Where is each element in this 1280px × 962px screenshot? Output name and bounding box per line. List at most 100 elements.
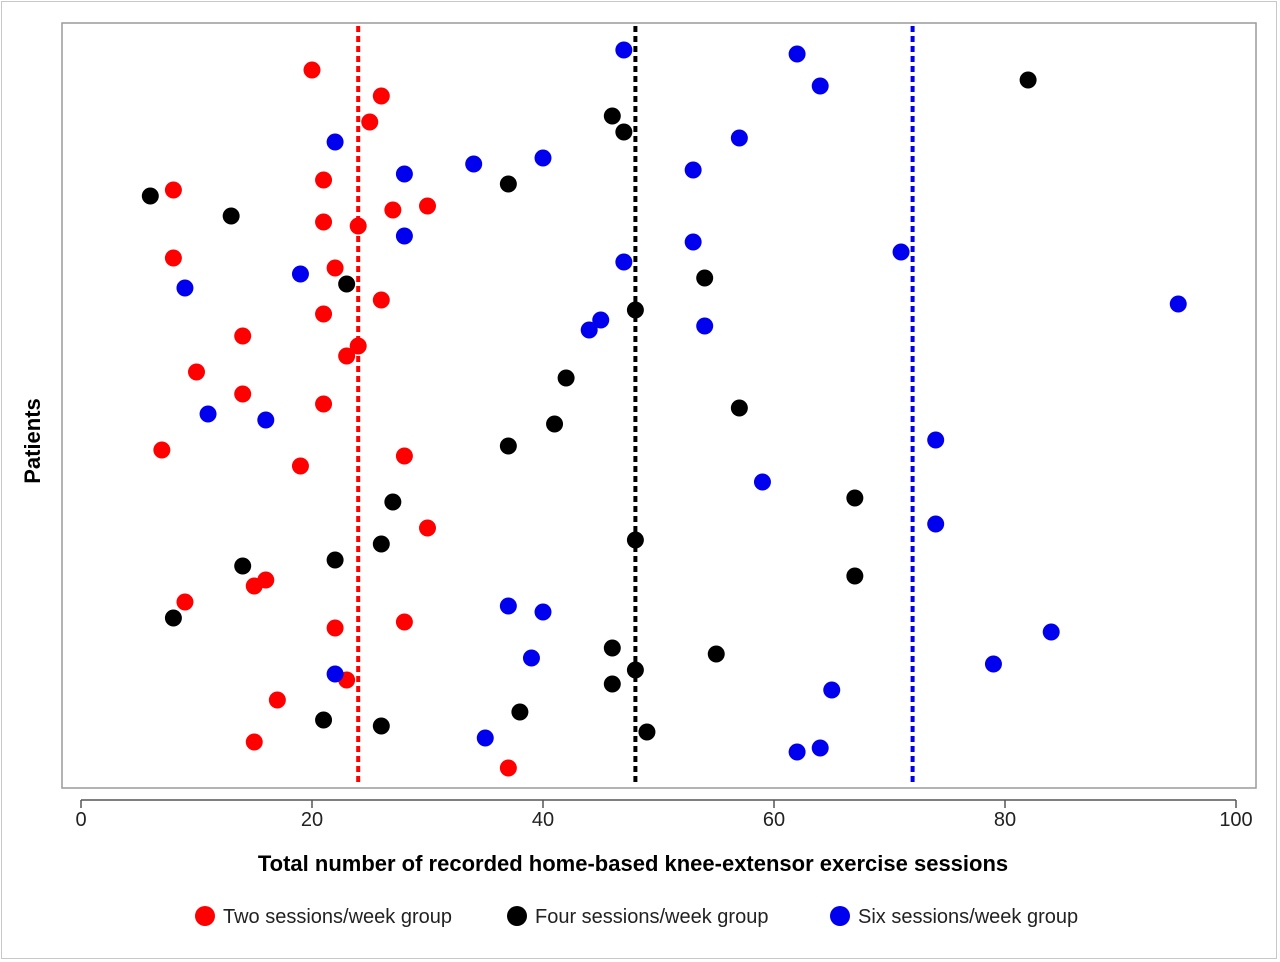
- data-point-series-3: [534, 149, 552, 167]
- data-point-series-3: [823, 681, 841, 699]
- data-point-series-2: [326, 551, 344, 569]
- data-point-series-3: [927, 515, 945, 533]
- legend-marker-2: [507, 906, 527, 926]
- plot-area: [61, 22, 1257, 789]
- data-point-series-2: [730, 399, 748, 417]
- legend-marker-3: [830, 906, 850, 926]
- data-point-series-1: [395, 447, 413, 465]
- data-point-series-1: [153, 441, 171, 459]
- data-point-series-3: [984, 655, 1002, 673]
- data-point-series-3: [176, 279, 194, 297]
- data-point-series-1: [315, 171, 333, 189]
- data-point-series-3: [395, 227, 413, 245]
- data-point-series-1: [164, 181, 182, 199]
- data-point-series-2: [164, 609, 182, 627]
- data-point-series-2: [372, 717, 390, 735]
- data-point-series-2: [696, 269, 714, 287]
- data-point-series-1: [291, 457, 309, 475]
- data-point-series-2: [384, 493, 402, 511]
- data-point-series-3: [326, 133, 344, 151]
- reference-lines: [356, 26, 915, 785]
- data-point-series-1: [338, 347, 356, 365]
- data-point-series-2: [222, 207, 240, 225]
- data-point-series-3: [927, 431, 945, 449]
- data-point-series-3: [465, 155, 483, 173]
- data-point-series-2: [511, 703, 529, 721]
- data-point-series-3: [534, 603, 552, 621]
- x-axis: 0 20 40 60 80 100: [75, 799, 1253, 831]
- data-point-series-1: [188, 363, 205, 381]
- data-point-series-2: [626, 661, 644, 679]
- data-point-series-1: [349, 337, 367, 355]
- x-tick-label: 60: [763, 809, 785, 831]
- data-point-series-2: [603, 107, 621, 125]
- data-point-series-3: [684, 161, 702, 179]
- x-tick-label: 100: [1219, 809, 1252, 831]
- data-point-series-2: [141, 187, 159, 205]
- data-point-series-1: [326, 619, 344, 637]
- data-point-series-3: [592, 311, 610, 329]
- data-point-series-1: [245, 577, 263, 595]
- data-point-series-1: [349, 217, 367, 235]
- x-tick-label: 20: [301, 809, 323, 831]
- legend-label-1: Two sessions/week group: [223, 906, 452, 928]
- data-point-series-1: [419, 197, 436, 215]
- data-point-series-2: [707, 645, 725, 663]
- data-point-series-3: [499, 597, 517, 615]
- data-point-series-3: [788, 743, 806, 761]
- data-point-series-1: [234, 385, 252, 403]
- data-point-series-2: [846, 489, 864, 507]
- data-point-series-2: [603, 675, 621, 693]
- data-point-series-2: [234, 557, 252, 575]
- data-point-series-3: [395, 165, 413, 183]
- data-point-series-2: [615, 123, 633, 141]
- data-points: [141, 41, 1187, 777]
- data-point-series-1: [315, 213, 333, 231]
- legend-label-2: Four sessions/week group: [535, 906, 768, 928]
- legend: Two sessions/week group Four sessions/wee…: [195, 906, 1078, 928]
- data-point-series-2: [626, 531, 644, 549]
- data-point-series-1: [419, 519, 436, 537]
- data-point-series-3: [476, 729, 494, 747]
- data-point-series-3: [199, 405, 217, 423]
- data-point-series-3: [615, 41, 633, 59]
- x-axis-title: Total number of recorded home-based knee…: [258, 851, 1008, 876]
- data-point-series-1: [395, 613, 413, 631]
- data-point-series-1: [303, 61, 321, 79]
- data-point-series-2: [603, 639, 621, 657]
- data-point-series-1: [234, 327, 252, 345]
- data-point-series-1: [164, 249, 182, 267]
- data-point-series-3: [326, 665, 344, 683]
- data-point-series-2: [372, 535, 390, 553]
- data-point-series-3: [580, 321, 598, 339]
- data-point-series-3: [811, 739, 829, 757]
- data-point-series-2: [1019, 71, 1037, 89]
- data-point-series-1: [315, 305, 333, 323]
- x-tick-label: 0: [75, 809, 86, 831]
- data-point-series-3: [684, 233, 702, 251]
- data-point-series-1: [384, 201, 402, 219]
- data-point-series-1: [245, 733, 263, 751]
- data-point-series-3: [753, 473, 771, 491]
- data-point-series-2: [315, 711, 333, 729]
- data-point-series-3: [257, 411, 275, 429]
- data-point-series-1: [268, 691, 286, 709]
- data-point-series-2: [546, 415, 564, 433]
- data-point-series-1: [361, 113, 379, 131]
- data-point-series-2: [638, 723, 656, 741]
- data-point-series-3: [1042, 623, 1060, 641]
- data-point-series-3: [291, 265, 309, 283]
- data-point-series-2: [626, 301, 644, 319]
- data-point-series-1: [326, 259, 344, 277]
- data-point-series-1: [176, 593, 194, 611]
- data-point-series-2: [557, 369, 575, 387]
- y-axis-title: Patients: [20, 398, 45, 484]
- data-point-series-2: [499, 175, 517, 193]
- data-point-series-2: [846, 567, 864, 585]
- data-point-series-3: [892, 243, 910, 261]
- data-point-series-3: [788, 45, 806, 63]
- legend-marker-1: [195, 906, 215, 926]
- data-point-series-3: [522, 649, 540, 667]
